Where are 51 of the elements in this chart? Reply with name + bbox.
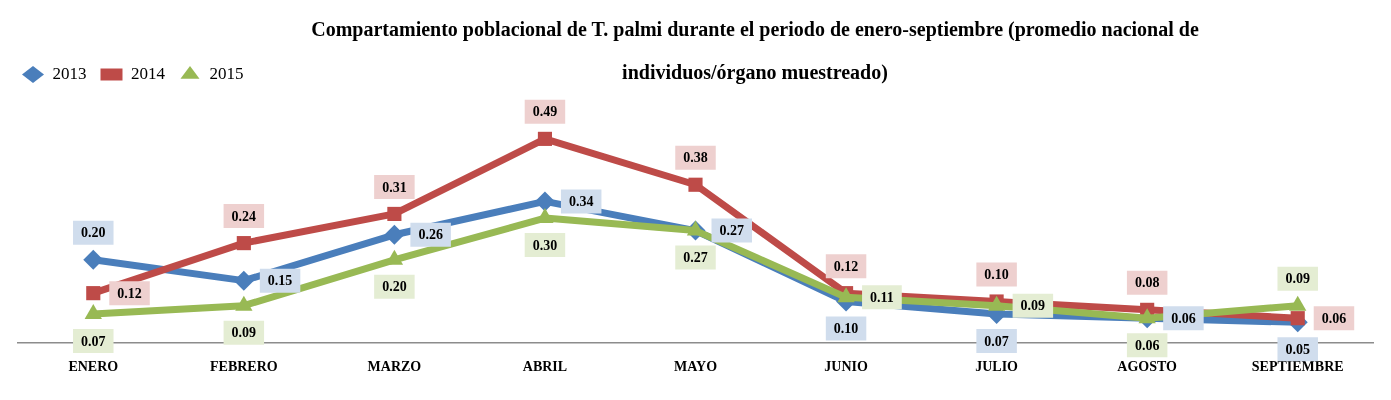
point — [84, 304, 102, 320]
data-label: 0.38 — [683, 150, 708, 166]
data-label: 0.08 — [1134, 275, 1160, 291]
data-label: 0.12 — [833, 258, 859, 274]
x-tick-label: MARZO — [367, 359, 422, 375]
point — [1290, 311, 1305, 326]
point — [387, 206, 402, 221]
x-tick-label: SEPTIEMBRE — [1251, 359, 1344, 375]
legend-label: 2015 — [209, 63, 244, 83]
data-label: 0.09 — [231, 325, 257, 341]
data-label: 0.24 — [231, 208, 257, 224]
data-label: 0.09 — [1285, 271, 1310, 287]
point — [688, 177, 703, 192]
point — [86, 286, 101, 301]
x-tick-label: JUNIO — [824, 359, 868, 375]
point — [83, 249, 104, 270]
x-tick-label: ENERO — [68, 359, 119, 375]
chart-title: Compartamiento poblacional de T. palmi durante el periodo de enero-septiembre (promedio nacional de individuos/órgano muestreado) — [310, 17, 1200, 86]
data-label: 0.26 — [418, 227, 443, 243]
x-tick-label: MAYO — [673, 359, 718, 375]
data-label: 0.10 — [833, 321, 859, 337]
data-label: 0.27 — [719, 223, 744, 239]
point — [537, 131, 553, 146]
data-label: 0.07 — [984, 333, 1009, 349]
data-label: 0.15 — [267, 273, 293, 289]
data-label: 0.06 — [1134, 337, 1160, 353]
data-label: 0.12 — [117, 285, 142, 301]
data-label: 0.05 — [1285, 341, 1310, 357]
x-tick-label: ABRIL — [522, 359, 568, 375]
legend-label: 2013 — [52, 63, 87, 83]
x-tick-label: JULIO — [975, 359, 1019, 375]
data-label: 0.30 — [532, 237, 558, 253]
data-label: 0.10 — [984, 267, 1009, 283]
data-label: 0.20 — [382, 279, 407, 295]
data-label: 0.07 — [81, 333, 106, 349]
legend-label: 2014 — [131, 63, 166, 83]
data-label: 0.09 — [1020, 298, 1046, 314]
data-label: 0.31 — [382, 179, 407, 195]
point — [534, 191, 555, 212]
x-tick-label: AGOSTO — [1117, 359, 1178, 375]
data-label: 0.49 — [532, 104, 558, 120]
point — [384, 224, 405, 245]
data-label: 0.11 — [870, 289, 894, 305]
data-label: 0.20 — [81, 225, 106, 241]
data-label: 0.34 — [568, 194, 594, 210]
point — [236, 236, 251, 251]
data-label: 0.06 — [1321, 310, 1347, 326]
point — [233, 270, 254, 291]
data-label: 0.06 — [1171, 310, 1196, 326]
data-label: 0.27 — [683, 250, 708, 266]
x-tick-label: FEBRERO — [209, 359, 278, 375]
